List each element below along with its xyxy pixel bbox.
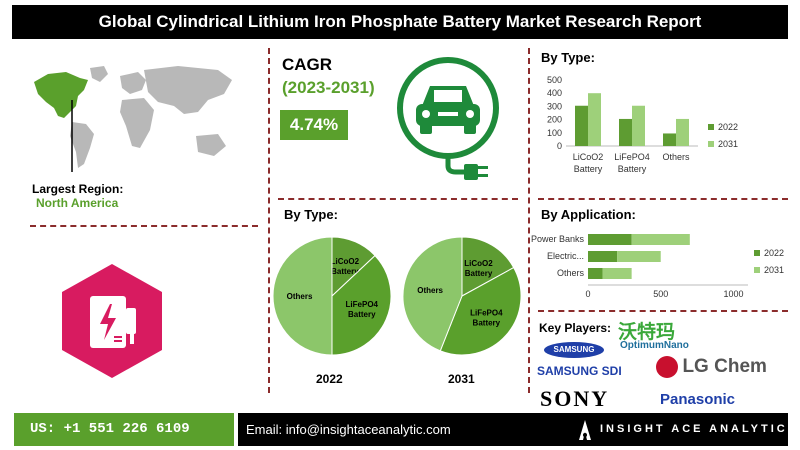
bar-2031-2	[632, 105, 645, 146]
samsung-logo: SAMSUNG	[544, 342, 604, 358]
x-tick-label: 1000	[723, 289, 743, 299]
legend-swatch-2031	[708, 141, 714, 147]
divider-mid-h	[278, 198, 518, 200]
pie-slice-label: Battery	[465, 269, 493, 278]
south-america-shape	[70, 122, 94, 168]
divider-left-h	[30, 225, 258, 227]
y-tick-label: 0	[557, 141, 562, 151]
legend-swatch-2031	[754, 267, 760, 273]
legend-label-2031: 2031	[764, 265, 784, 275]
bar-2022-1	[575, 105, 588, 146]
pie-slice-label: LiFePO4	[346, 300, 379, 309]
pie-slice-2	[439, 266, 522, 356]
footer-bar: Email: info@insightaceanalytic.com INSIG…	[238, 413, 788, 446]
bar-app-chart: Power Banks Electric... Others 0 500 1000 2022…	[531, 234, 784, 299]
bar-2031-3	[676, 118, 689, 146]
x-tick-label: Battery	[574, 164, 603, 174]
pie-section-title: By Type:	[284, 207, 338, 222]
pie-year-2022: 2022	[316, 372, 343, 386]
panasonic-logo: Panasonic	[660, 391, 736, 408]
asia-shape	[144, 66, 232, 114]
optimum-logo-cn: 沃特玛	[618, 321, 676, 343]
legend-label-2022: 2022	[718, 122, 738, 132]
greenland-shape	[90, 66, 108, 82]
y-tick-label: Power Banks	[531, 234, 585, 244]
cagr-label: CAGR	[282, 55, 333, 74]
bar-2022-2	[619, 118, 632, 146]
x-tick-label: 500	[653, 289, 668, 299]
legend-swatch-2022	[708, 124, 714, 130]
sony-logo: SONY	[540, 386, 610, 411]
largest-region-label: Largest Region:	[32, 182, 124, 196]
cagr-period: (2023-2031)	[282, 78, 375, 97]
hbar-2022-3	[588, 268, 603, 279]
legend-label-2031: 2031	[718, 139, 738, 149]
key-players-label: Key Players:	[539, 321, 612, 335]
y-tick-label: 500	[547, 75, 562, 85]
x-tick-label: 0	[585, 289, 590, 299]
largest-region-value: North America	[36, 196, 119, 210]
battery-charge-icon	[62, 264, 162, 378]
pie-year-2031: 2031	[448, 372, 475, 386]
hbar-2031-2	[617, 251, 661, 262]
cagr-value: 4.74%	[280, 110, 348, 140]
brand-logo-icon	[579, 420, 591, 440]
y-tick-label: Others	[557, 268, 585, 278]
y-tick-label: 200	[547, 115, 562, 125]
pie-slice-label: Others	[417, 286, 443, 295]
pie-slice-3	[272, 236, 333, 356]
lg-chem-text: LG Chem	[682, 356, 767, 377]
lg-circle-icon	[656, 356, 678, 378]
bar-2022-3	[663, 133, 676, 146]
x-tick-label: LiFePO4	[614, 152, 650, 162]
divider-left	[268, 48, 270, 393]
x-tick-label: Others	[662, 152, 690, 162]
divider-right	[528, 48, 530, 393]
lg-chem-logo: LG Chem	[656, 356, 767, 382]
footer-brand: INSIGHT ACE ANALYTIC	[600, 423, 788, 435]
hbar-2031-1	[631, 234, 690, 245]
legend-swatch-2022	[754, 250, 760, 256]
ev-car-icon	[397, 57, 499, 180]
x-tick-label: LiCoO2	[573, 152, 604, 162]
pie-slice-label: Battery	[331, 267, 359, 276]
hbar-2022-2	[588, 251, 618, 262]
pie-slice-2	[331, 254, 392, 356]
divider-right-h	[538, 198, 788, 200]
optimum-logo: OptimumNano	[620, 340, 689, 351]
y-tick-label: 300	[547, 101, 562, 111]
bar-2031-1	[588, 93, 601, 146]
pie-slice-label: LiCoO2	[464, 259, 493, 268]
world-map	[34, 66, 232, 172]
bar-type-chart: 0 100 200 300 400 500 LiCoO2 Battery LiFePO4 Batt…	[547, 75, 738, 174]
africa-shape	[120, 98, 154, 148]
pie-slice-3	[402, 236, 463, 352]
pie-slice-label: Battery	[348, 310, 376, 319]
divider-right-h2	[538, 310, 788, 312]
hbar-2031-3	[602, 268, 632, 279]
bar-app-title: By Application:	[541, 207, 636, 222]
y-tick-label: 100	[547, 128, 562, 138]
pie-slice-label: Others	[287, 292, 313, 301]
pie-slice-1	[461, 236, 515, 297]
footer-phone[interactable]: US: +1 551 226 6109	[14, 413, 234, 446]
y-tick-label: Electric...	[547, 251, 584, 261]
footer-email[interactable]: Email: info@insightaceanalytic.com	[246, 422, 451, 437]
samsung-logo-text: SAMSUNG	[553, 345, 595, 354]
samsung-sdi-logo: SAMSUNG SDI	[537, 364, 622, 378]
north-america-shape	[34, 72, 88, 118]
australia-shape	[196, 134, 226, 156]
hbar-2022-1	[588, 234, 632, 245]
pie-slice-label: LiCoO2	[331, 257, 360, 266]
y-tick-label: 400	[547, 88, 562, 98]
bar-type-title: By Type:	[541, 50, 595, 65]
report-title: Global Cylindrical Lithium Iron Phosphat…	[12, 5, 788, 39]
x-tick-label: Battery	[618, 164, 647, 174]
legend-label-2022: 2022	[764, 248, 784, 258]
pie-slice-label: LiFePO4	[470, 308, 503, 317]
pie-slice-label: Battery	[473, 318, 501, 327]
europe-shape	[120, 72, 146, 94]
